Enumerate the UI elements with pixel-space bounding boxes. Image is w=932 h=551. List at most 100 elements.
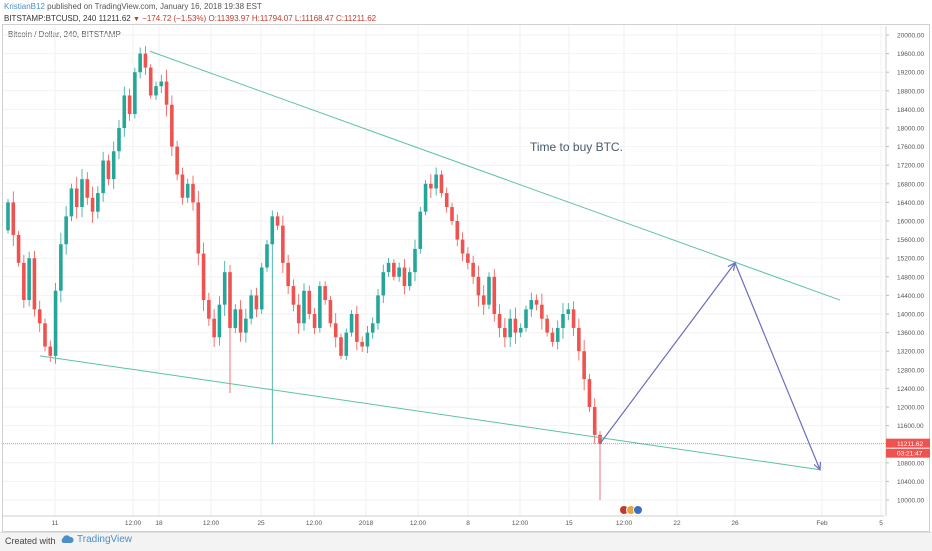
arrowhead-up [727, 261, 736, 271]
price-tick-label: 19200.00 [897, 70, 924, 77]
candle-body [413, 248, 417, 273]
candle-body [397, 267, 401, 277]
candle-body [64, 216, 68, 245]
candle-down [16, 231, 21, 267]
price-axis: 10000.0010400.0010800.0011200.0011600.00… [885, 26, 930, 516]
candle-down [32, 251, 37, 317]
candle-down [503, 318, 507, 348]
price-tick-label: 10400.00 [897, 479, 924, 486]
time-tick-label: 12:00 [410, 520, 427, 527]
candle-up [59, 232, 63, 303]
candle-up [69, 183, 74, 222]
candle-down [106, 154, 111, 186]
candle-body [455, 221, 460, 240]
candle-body [302, 290, 306, 324]
chart-frame[interactable] [2, 24, 930, 532]
candle-down [550, 327, 555, 347]
price-tick-label: 13200.00 [897, 349, 924, 356]
candle-body [90, 197, 95, 212]
candle-down [148, 64, 153, 99]
candle-body [318, 286, 322, 328]
candle-up [376, 288, 380, 330]
candle-body [328, 300, 333, 324]
candle-body [476, 276, 481, 296]
price-tick-label: 20000.00 [897, 33, 924, 40]
candle-body [207, 300, 211, 319]
price-tick-label: 15600.00 [897, 237, 924, 244]
candle-up [185, 178, 190, 203]
candle-body [6, 202, 10, 231]
candle-body [386, 262, 391, 273]
candle-body [370, 323, 375, 333]
candle-body [244, 318, 248, 333]
arrowhead-down [813, 461, 822, 472]
author-link[interactable]: KristianB12 [4, 2, 45, 11]
candle-body [101, 160, 105, 194]
candle-body [148, 67, 153, 96]
candle-body [360, 341, 364, 347]
candle-body [164, 81, 169, 105]
candle-body [111, 151, 116, 180]
candle-up [27, 251, 31, 307]
candle-body [170, 104, 174, 147]
candle-body [450, 207, 454, 221]
candle-down [429, 174, 433, 198]
candle-up [397, 262, 401, 282]
time-tick-label: 2018 [359, 520, 374, 527]
candle-down [43, 318, 47, 352]
candle-down [497, 304, 502, 338]
candle-body [270, 216, 275, 245]
price-tick-label: 16000.00 [897, 219, 924, 226]
candle-body [577, 327, 581, 352]
candle-body [434, 174, 438, 189]
price-tick-label: 18800.00 [897, 88, 924, 95]
candle-up [508, 309, 512, 347]
tradingview-link[interactable]: TradingView [60, 534, 132, 545]
candle-body [22, 262, 26, 301]
candle-down [577, 318, 581, 361]
candle-body [439, 174, 444, 194]
candle-body [175, 146, 179, 175]
candle-body [344, 332, 349, 356]
candle-up [138, 47, 142, 79]
candle-down [323, 281, 327, 305]
price-tick-label: 18400.00 [897, 107, 924, 114]
candle-up [117, 119, 121, 160]
candle-body [429, 183, 433, 189]
candle-down [228, 265, 232, 394]
candle-body [540, 304, 544, 319]
candle-down [444, 187, 449, 213]
price-tick-label: 16800.00 [897, 181, 924, 188]
candle-down [492, 269, 497, 322]
candle-down [286, 254, 290, 295]
candle-body [592, 407, 597, 435]
candle-body [492, 276, 497, 314]
candles [6, 46, 602, 500]
price-tick-label: 17600.00 [897, 144, 924, 151]
candle-body [503, 327, 507, 338]
time-tick-label: 12:00 [306, 520, 323, 527]
time-tick-label: 15 [565, 520, 573, 527]
candle-up [386, 258, 391, 277]
grid [3, 25, 884, 516]
candle-down [238, 300, 243, 342]
candle-down [455, 214, 460, 247]
projection-path [599, 261, 821, 471]
candle-body [291, 286, 296, 305]
candle-up [265, 239, 269, 272]
candle-body [191, 183, 195, 203]
candle-down [571, 301, 576, 337]
candle-down [291, 279, 296, 312]
candle-up [434, 167, 438, 196]
candle-body [392, 262, 396, 277]
candle-body [133, 72, 137, 115]
upper-trendline [149, 50, 841, 301]
trendlines [3, 50, 886, 471]
candle-down [339, 333, 343, 360]
candle-body [534, 300, 539, 305]
symbol-label: BITSTAMP:BTCUSD, 240 [4, 14, 97, 23]
candle-body [508, 318, 512, 338]
candle-body [106, 160, 111, 180]
candle-body [296, 304, 301, 324]
